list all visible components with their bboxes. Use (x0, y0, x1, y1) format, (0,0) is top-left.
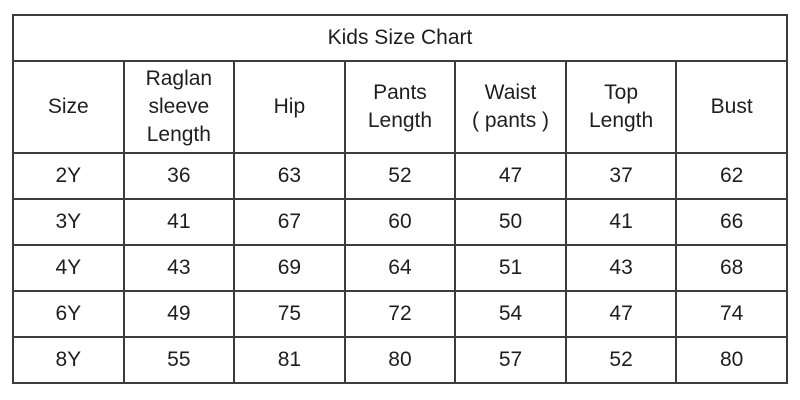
table-cell: 50 (454, 198, 567, 246)
table-cell: 47 (454, 152, 567, 200)
table-cell: 63 (233, 152, 346, 200)
table-title: Kids Size Chart (12, 14, 788, 62)
table-cell: 62 (675, 152, 788, 200)
table-cell: 52 (343, 152, 457, 200)
cell-size: 3Y (12, 198, 125, 246)
kids-size-chart-table: Kids Size Chart Size Raglan sleeve Lengt… (12, 14, 788, 384)
cell-size: 2Y (12, 152, 125, 200)
table-cell: 41 (122, 198, 236, 246)
table-cell: 67 (233, 198, 346, 246)
table-cell: 64 (343, 244, 457, 292)
table-cell: 54 (454, 290, 567, 338)
table-cell: 72 (343, 290, 457, 338)
table-row-8y: 8Y 55 81 80 57 52 80 (12, 336, 788, 384)
table-cell: 43 (122, 244, 236, 292)
table-cell: 51 (454, 244, 567, 292)
column-header-pants-length: Pants Length (343, 60, 457, 154)
table-cell: 47 (564, 290, 678, 338)
table-cell: 36 (122, 152, 236, 200)
column-header-size: Size (12, 60, 125, 154)
table-cell: 68 (675, 244, 788, 292)
table-cell: 80 (343, 336, 457, 384)
table-cell: 66 (675, 198, 788, 246)
table-row-6y: 6Y 49 75 72 54 47 74 (12, 290, 788, 338)
column-header-bust: Bust (675, 60, 788, 154)
table-row-3y: 3Y 41 67 60 50 41 66 (12, 198, 788, 246)
table-cell: 49 (122, 290, 236, 338)
table-cell: 69 (233, 244, 346, 292)
title-row: Kids Size Chart (12, 14, 788, 62)
table-cell: 81 (233, 336, 346, 384)
table-row-2y: 2Y 36 63 52 47 37 62 (12, 152, 788, 200)
column-header-top-length: Top Length (564, 60, 678, 154)
table-row-4y: 4Y 43 69 64 51 43 68 (12, 244, 788, 292)
table-cell: 60 (343, 198, 457, 246)
table-cell: 74 (675, 290, 788, 338)
header-row: Size Raglan sleeve Length Hip Pants Leng… (12, 60, 788, 154)
table-cell: 52 (564, 336, 678, 384)
table-cell: 57 (454, 336, 567, 384)
table-cell: 41 (564, 198, 678, 246)
cell-size: 8Y (12, 336, 125, 384)
column-header-hip: Hip (233, 60, 346, 154)
column-header-waist-pants: Waist ( pants ) (454, 60, 567, 154)
table-cell: 80 (675, 336, 788, 384)
column-header-raglan-sleeve-length: Raglan sleeve Length (122, 60, 236, 154)
cell-size: 4Y (12, 244, 125, 292)
table-cell: 55 (122, 336, 236, 384)
cell-size: 6Y (12, 290, 125, 338)
table-cell: 37 (564, 152, 678, 200)
table-cell: 75 (233, 290, 346, 338)
table-cell: 43 (564, 244, 678, 292)
